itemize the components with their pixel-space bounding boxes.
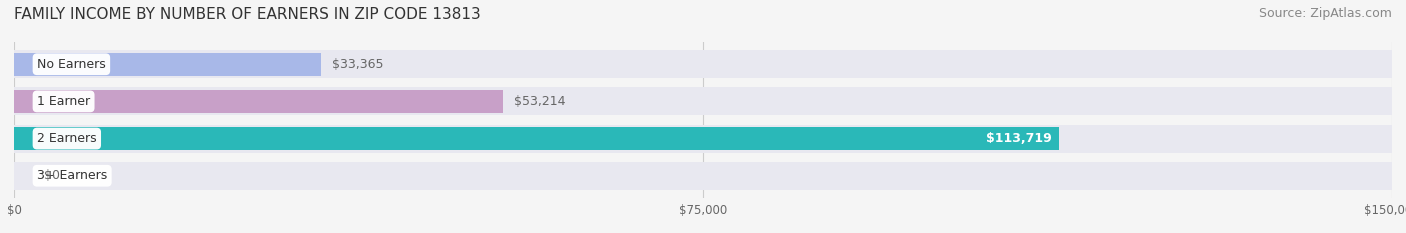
Bar [14,53,321,76]
Bar [14,87,1392,115]
Bar [14,127,1059,150]
Text: 2 Earners: 2 Earners [37,132,97,145]
Text: Source: ZipAtlas.com: Source: ZipAtlas.com [1258,7,1392,20]
Bar [14,90,503,113]
Bar [14,125,1392,153]
Text: FAMILY INCOME BY NUMBER OF EARNERS IN ZIP CODE 13813: FAMILY INCOME BY NUMBER OF EARNERS IN ZI… [14,7,481,22]
Text: 1 Earner: 1 Earner [37,95,90,108]
Text: $113,719: $113,719 [986,132,1052,145]
Text: No Earners: No Earners [37,58,105,71]
Text: $53,214: $53,214 [515,95,565,108]
Text: $0: $0 [45,169,60,182]
Bar [14,50,1392,78]
Bar [14,162,1392,190]
Text: $33,365: $33,365 [332,58,382,71]
Text: 3+ Earners: 3+ Earners [37,169,107,182]
